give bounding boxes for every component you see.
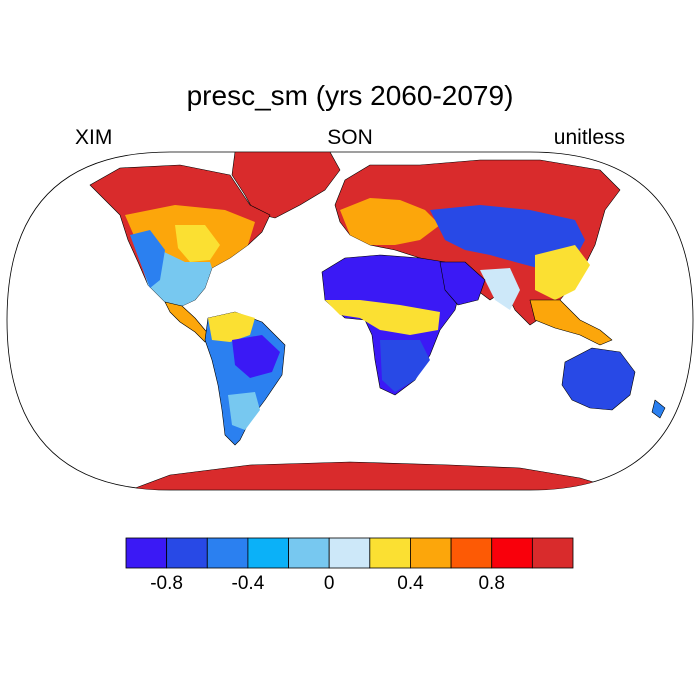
region-south-america-south: [228, 392, 260, 430]
colorbar-tick-label: 0.4: [397, 573, 424, 594]
model-label: XIM: [75, 126, 113, 149]
region-north-america-east: [175, 225, 220, 262]
region-south-america-center: [232, 335, 280, 378]
colorbar-bin: [369, 537, 411, 569]
colorbar-bin: [125, 537, 168, 569]
map-title: presc_sm (yrs 2060-2079): [186, 80, 514, 111]
colorbar-bin: [166, 537, 208, 569]
colorbar-tick-label: -0.4: [231, 573, 265, 594]
colorbar-tick-label: 0: [323, 573, 335, 594]
region-south-asia: [480, 268, 520, 310]
colorbar-bin: [247, 537, 289, 569]
region-east-asia: [535, 245, 590, 300]
landmass-australia: [561, 347, 636, 411]
landmass-southeast-asia: [529, 299, 613, 346]
landmass-new-zealand: [651, 399, 666, 419]
colorbar-tick-label: -0.8: [150, 573, 183, 594]
colorbar-bin: [491, 537, 533, 569]
landmass-greenland: [231, 152, 341, 219]
region-africa-south: [380, 340, 430, 392]
colorbar-bin: [531, 537, 574, 569]
colorbar-bin: [206, 537, 249, 569]
landmass-arabia: [439, 261, 486, 306]
colorbar-tick-label: 0.8: [478, 573, 505, 594]
region-africa-sahel: [325, 300, 440, 335]
colorbar-bin: [410, 537, 452, 569]
region-north-america-west: [130, 230, 165, 288]
season-label: SON: [327, 126, 373, 149]
region-south-america-north: [208, 312, 255, 342]
colorbar-bin: [328, 537, 371, 569]
region-europe: [340, 198, 440, 245]
colorbar-bin: [450, 537, 493, 569]
units-label: unitless: [553, 126, 625, 149]
colorbar-bin: [288, 537, 330, 569]
